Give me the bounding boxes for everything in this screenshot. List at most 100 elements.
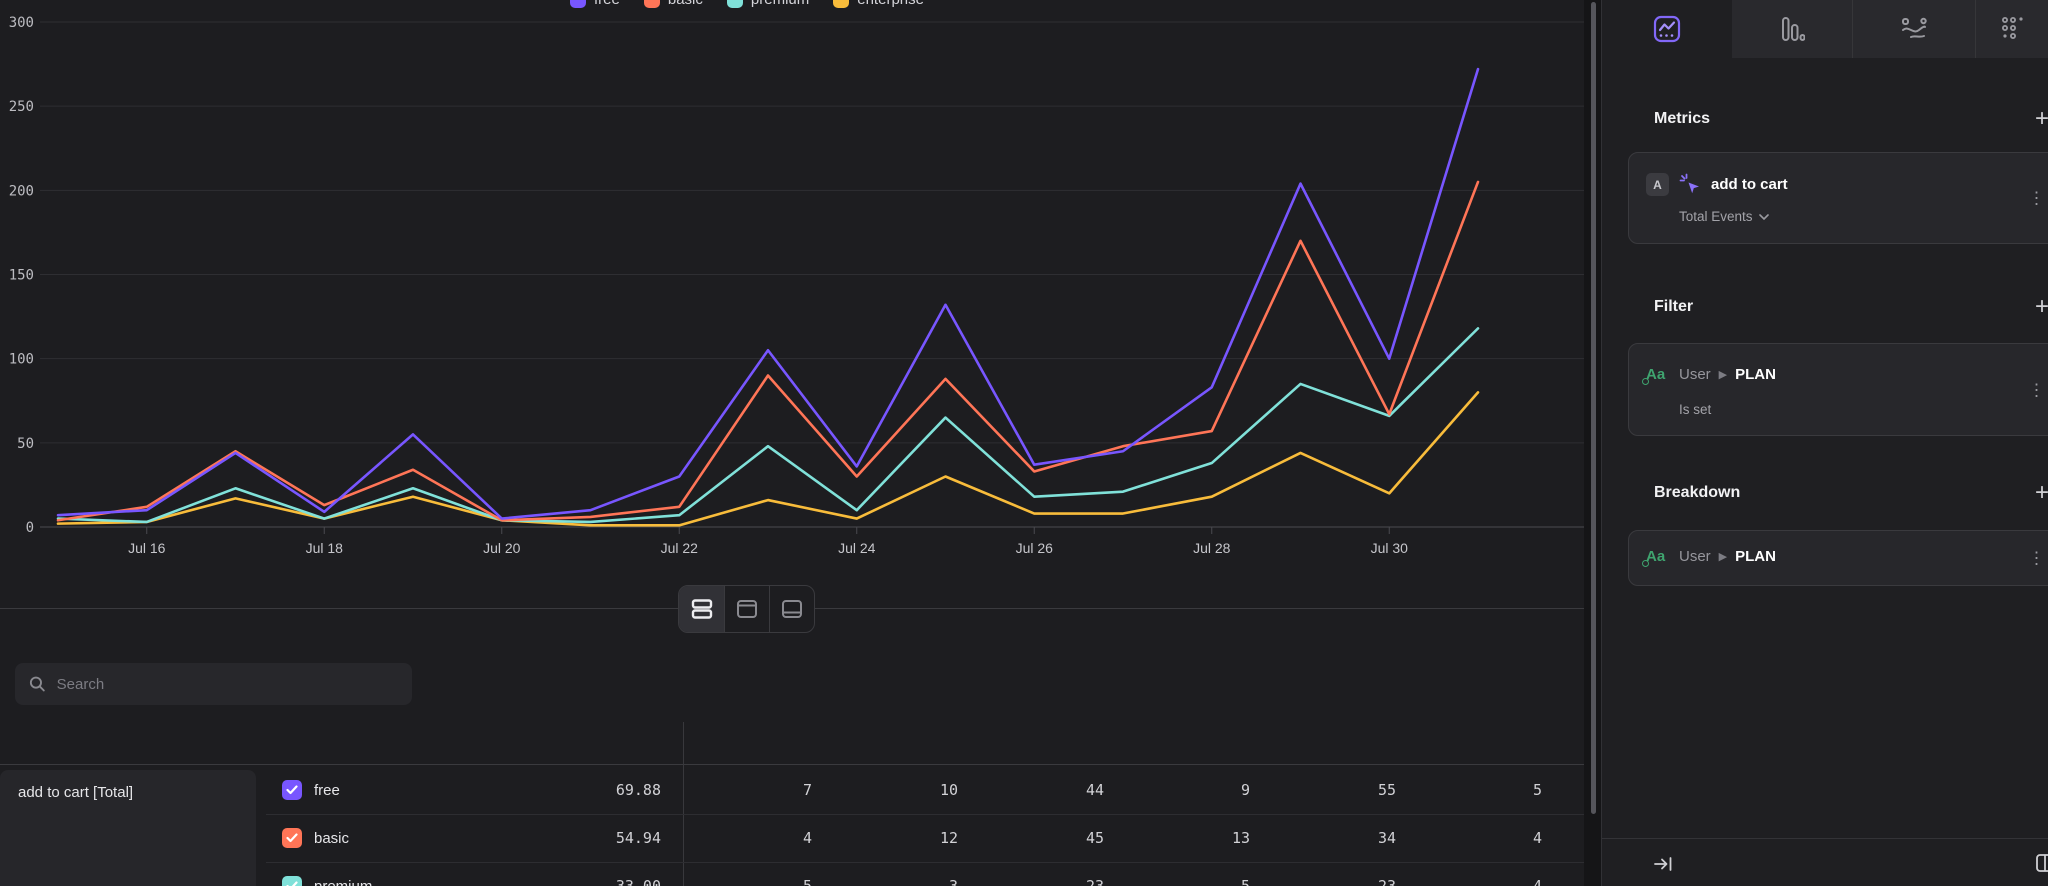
- metric-letter-badge: A: [1646, 173, 1669, 196]
- event-cell[interactable]: add to cart [Total]: [18, 784, 134, 801]
- series-checkbox[interactable]: [282, 780, 302, 800]
- tab-flows[interactable]: [1853, 0, 1976, 58]
- series-checkbox[interactable]: [282, 828, 302, 848]
- table-cell-value: 3: [948, 877, 958, 886]
- svg-text:150: 150: [9, 268, 34, 284]
- series-line-free: [56, 67, 1480, 520]
- table-cell-value: 10: [939, 781, 958, 799]
- breakdown-section-header: Breakdown: [1654, 484, 1741, 501]
- legend-item[interactable]: basic: [643, 0, 703, 8]
- aggregation-label: Total Events: [1679, 209, 1753, 224]
- layout-split-button[interactable]: [679, 586, 724, 632]
- legend-label: premium: [751, 0, 809, 8]
- layout-table-bottom-button[interactable]: [769, 586, 814, 632]
- flows-icon: [1902, 17, 1927, 38]
- series-line-enterprise: [56, 391, 1480, 527]
- row-separator: [266, 862, 1584, 863]
- legend-item[interactable]: free: [570, 0, 620, 8]
- table-cell-value: 34: [1377, 829, 1396, 847]
- bar-chart-icon: [1782, 17, 1805, 41]
- add-metric-button[interactable]: +: [2034, 105, 2048, 132]
- table-cell-value: 13: [1231, 829, 1250, 847]
- legend-label: basic: [668, 0, 703, 8]
- sidebar-footer: [1602, 839, 2048, 886]
- table-cell-value: 4: [1532, 829, 1542, 847]
- collapse-panel-icon[interactable]: [1654, 856, 1674, 872]
- metric-menu-kebab-icon[interactable]: ⋮: [2028, 188, 2045, 208]
- filter-scope: User: [1679, 366, 1711, 383]
- metric-event-name[interactable]: add to cart: [1711, 176, 1788, 193]
- table-cell-value: 23: [1085, 877, 1104, 886]
- tab-bar-chart[interactable]: [1732, 0, 1853, 58]
- average-value: 54.94: [615, 829, 661, 847]
- filter-property[interactable]: PLAN: [1735, 366, 1776, 383]
- table-cell-value: 45: [1085, 829, 1104, 847]
- average-value: 69.88: [615, 781, 661, 799]
- line-chart[interactable]: 0 50 100 150 200 250 300 Jul 16 Jul 18 Jul 20 Jul …: [0, 0, 1584, 600]
- table-cell-value: 4: [802, 829, 812, 847]
- text-property-icon: Aa: [1642, 548, 1665, 567]
- breakdown-scope: User: [1679, 548, 1711, 565]
- table-cell-value: 55: [1377, 781, 1396, 799]
- tab-more[interactable]: [1976, 0, 2048, 58]
- search-input[interactable]: [56, 675, 398, 693]
- table-cell-value: 9: [1240, 781, 1250, 799]
- breakdown-menu-kebab-icon[interactable]: ⋮: [2028, 548, 2045, 568]
- event-click-icon: [1679, 173, 1699, 194]
- filter-menu-kebab-icon[interactable]: ⋮: [2028, 380, 2045, 399]
- line-chart-icon: [1653, 15, 1681, 43]
- aggregation-selector[interactable]: Total Events: [1679, 209, 1769, 224]
- vertical-scrollbar[interactable]: [1591, 2, 1596, 814]
- columns-layout-icon[interactable]: [2036, 854, 2048, 872]
- legend-swatch: [833, 0, 850, 8]
- main-content: free basic premium enterprise 0 50 100 150 200 2…: [0, 0, 1584, 886]
- filter-card[interactable]: Aa User ▶ PLAN Is set ⋮: [1628, 343, 2048, 436]
- add-filter-button[interactable]: +: [2034, 293, 2048, 320]
- series-name: basic: [314, 829, 350, 847]
- breakdown-property[interactable]: PLAN: [1735, 548, 1776, 565]
- table-cell-value: 44: [1085, 781, 1104, 799]
- table-row[interactable]: premium: [282, 876, 372, 886]
- more-grid-icon: [2001, 17, 2023, 39]
- table-cell-value: 5: [802, 877, 812, 886]
- svg-text:Jul 28: Jul 28: [1193, 540, 1231, 556]
- svg-text:0: 0: [26, 520, 34, 536]
- svg-text:250: 250: [9, 99, 34, 115]
- svg-text:Jul 24: Jul 24: [838, 540, 876, 556]
- table-row[interactable]: free: [282, 780, 340, 800]
- table-cell-value: 12: [939, 829, 958, 847]
- metric-card[interactable]: A add to cart Total Events ⋮: [1628, 152, 2048, 244]
- legend-item[interactable]: premium: [726, 0, 809, 8]
- table-cell-value: 23: [1377, 877, 1396, 886]
- svg-text:Jul 26: Jul 26: [1016, 540, 1054, 556]
- svg-text:Jul 22: Jul 22: [661, 540, 699, 556]
- chevron-down-icon: [1758, 213, 1769, 220]
- divider: [0, 764, 1584, 765]
- svg-text:Jul 16: Jul 16: [128, 540, 166, 556]
- series-checkbox[interactable]: [282, 876, 302, 886]
- event-panel[interactable]: add to cart [Total]: [0, 770, 256, 886]
- svg-text:Jul 30: Jul 30: [1371, 540, 1409, 556]
- filter-condition[interactable]: Is set: [1679, 402, 1711, 417]
- search-box[interactable]: [15, 663, 412, 705]
- svg-text:300: 300: [9, 15, 34, 31]
- legend-swatch: [643, 0, 660, 8]
- report-type-tabbar: [1602, 0, 2048, 58]
- add-breakdown-button[interactable]: +: [2034, 479, 2048, 506]
- svg-text:50: 50: [17, 436, 34, 452]
- series-name: free: [314, 781, 340, 799]
- tab-line-chart[interactable]: [1602, 0, 1732, 58]
- breakdown-card[interactable]: Aa User ▶ PLAN ⋮: [1628, 530, 2048, 586]
- query-builder-sidebar: [1601, 0, 2048, 886]
- table-cell-value: 7: [802, 781, 812, 799]
- chart-legend: free basic premium enterprise: [570, 0, 924, 8]
- layout-table-top-button[interactable]: [724, 586, 769, 632]
- legend-item[interactable]: enterprise: [833, 0, 924, 8]
- metrics-section-header: Metrics: [1654, 110, 1711, 127]
- svg-text:100: 100: [9, 352, 34, 368]
- search-icon: [29, 676, 45, 692]
- table-row[interactable]: basic: [282, 828, 349, 848]
- filter-condition-label: Is set: [1679, 402, 1712, 417]
